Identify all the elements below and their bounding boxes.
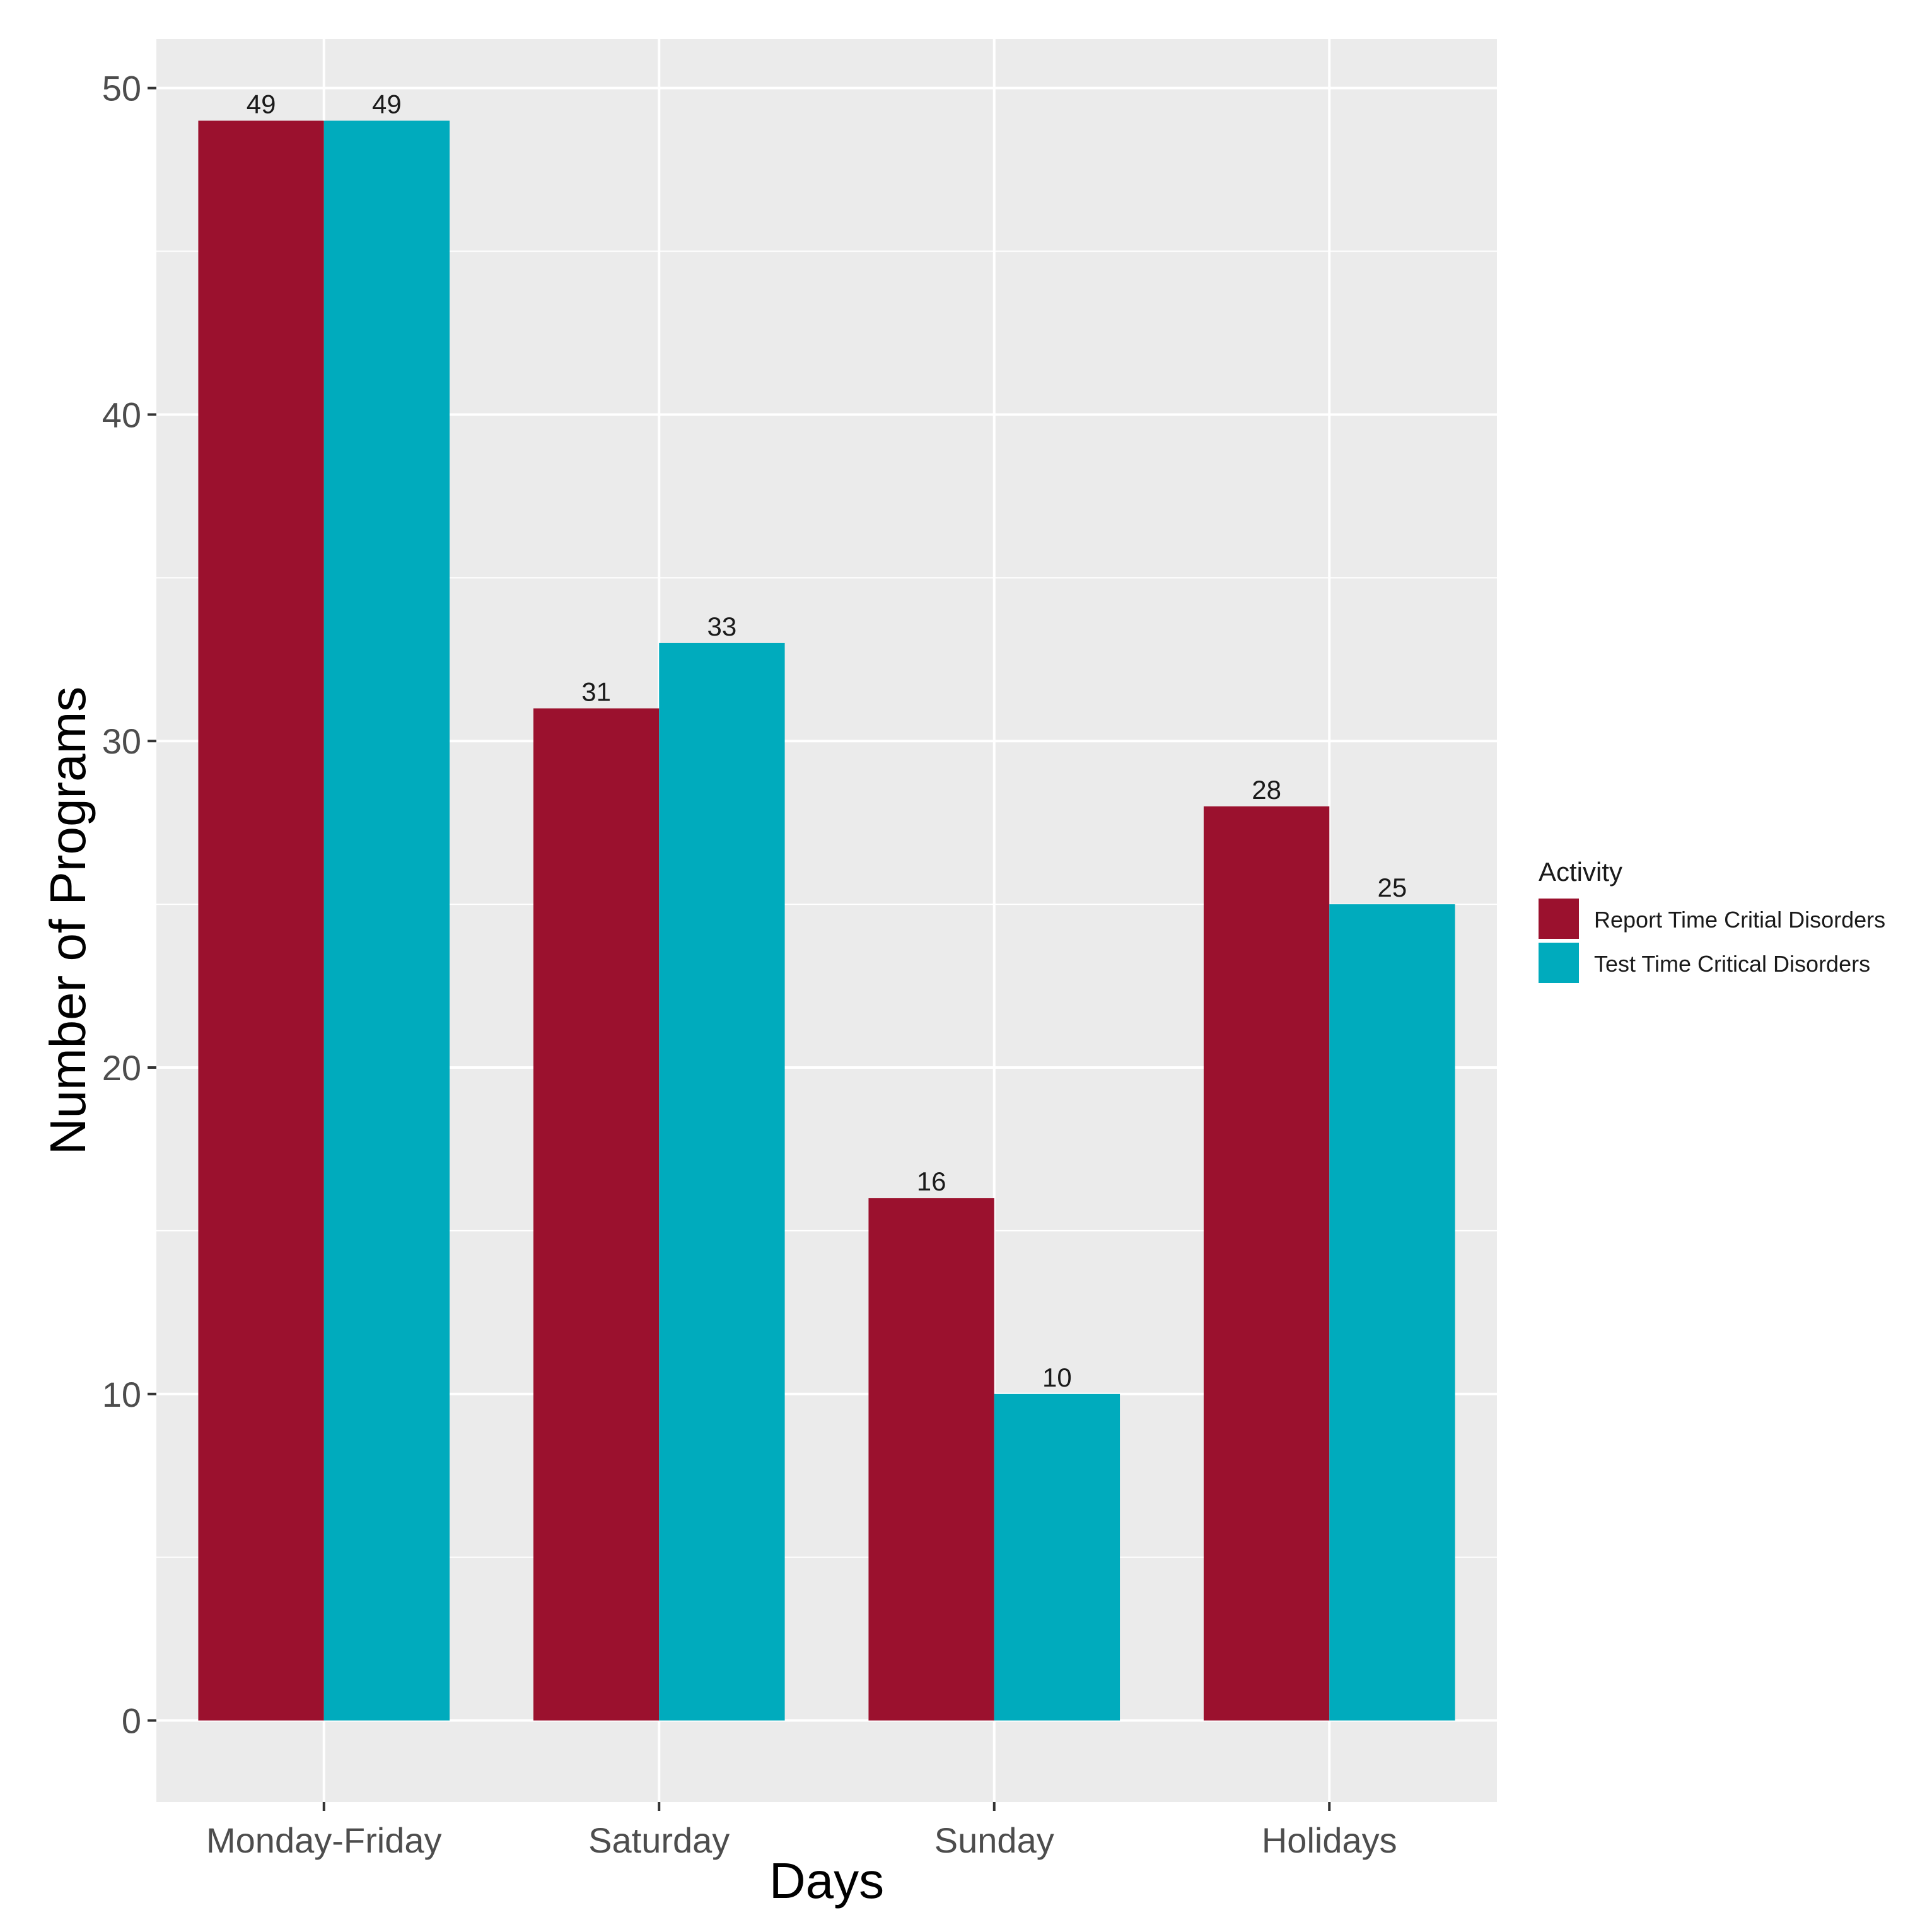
bar-report-sunday xyxy=(868,1198,994,1721)
y-tick-label: 10 xyxy=(102,1375,141,1414)
data-label: 28 xyxy=(1252,775,1281,805)
bar-test-holidays xyxy=(1329,904,1455,1721)
y-tick-label: 30 xyxy=(102,721,141,761)
legend-key-report xyxy=(1539,899,1579,939)
data-labels: 49 49 31 33 16 10 28 25 xyxy=(247,89,1407,1392)
bar-report-saturday xyxy=(533,708,660,1721)
y-tick-label: 50 xyxy=(102,69,141,108)
bar-report-monday-friday xyxy=(198,120,324,1721)
legend-key-test xyxy=(1539,943,1579,983)
x-tick-label: Holidays xyxy=(1262,1820,1397,1860)
data-label: 16 xyxy=(917,1167,946,1196)
x-tick-label: Saturday xyxy=(588,1820,730,1860)
bars xyxy=(198,120,1455,1721)
y-axis-title: Number of Programs xyxy=(40,687,96,1155)
x-axis: Monday-Friday Saturday Sunday Holidays xyxy=(206,1802,1397,1860)
y-tick-label: 0 xyxy=(122,1701,141,1741)
legend-label-test: Test Time Critical Disorders xyxy=(1594,951,1870,977)
y-tick-label: 20 xyxy=(102,1048,141,1088)
data-label: 25 xyxy=(1378,873,1407,902)
legend: Activity Report Time Critial Disorders T… xyxy=(1539,857,1885,983)
y-axis: 0 10 20 30 40 50 xyxy=(102,69,156,1741)
legend-item-test: Test Time Critical Disorders xyxy=(1539,943,1870,983)
x-tick-label: Monday-Friday xyxy=(206,1820,441,1860)
data-label: 49 xyxy=(372,89,402,119)
data-label: 49 xyxy=(247,89,276,119)
data-label: 33 xyxy=(707,612,737,641)
bar-test-monday-friday xyxy=(323,120,450,1721)
data-label: 10 xyxy=(1042,1363,1072,1392)
bar-report-holidays xyxy=(1203,806,1330,1721)
bar-test-sunday xyxy=(994,1394,1120,1721)
x-tick-label: Sunday xyxy=(934,1820,1054,1860)
legend-label-report: Report Time Critial Disorders xyxy=(1594,907,1885,933)
data-label: 31 xyxy=(581,677,611,706)
bar-test-saturday xyxy=(659,643,785,1721)
legend-item-report: Report Time Critial Disorders xyxy=(1539,899,1885,939)
legend-title: Activity xyxy=(1539,857,1622,887)
y-tick-label: 40 xyxy=(102,395,141,434)
x-axis-title: Days xyxy=(769,1853,884,1909)
